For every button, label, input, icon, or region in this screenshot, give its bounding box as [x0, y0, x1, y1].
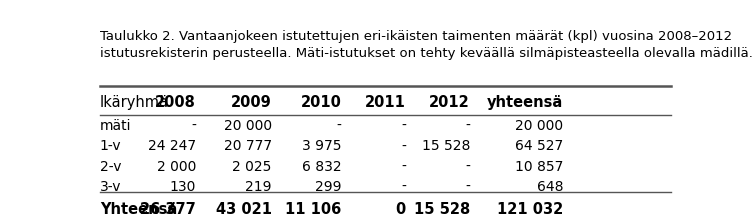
Text: 2 025: 2 025 — [232, 160, 271, 174]
Text: -: - — [465, 180, 470, 194]
Text: 64 527: 64 527 — [515, 139, 563, 154]
Text: 121 032: 121 032 — [497, 202, 563, 217]
Text: 2011: 2011 — [365, 95, 406, 110]
Text: mäti: mäti — [100, 119, 132, 133]
Text: 219: 219 — [245, 180, 271, 194]
Text: -: - — [401, 139, 406, 154]
Text: Ikäryhmä: Ikäryhmä — [100, 95, 169, 110]
Text: -: - — [401, 180, 406, 194]
Text: 15 528: 15 528 — [414, 202, 470, 217]
Text: 3-v: 3-v — [100, 180, 121, 194]
Text: 20 777: 20 777 — [223, 139, 271, 154]
Text: 1-v: 1-v — [100, 139, 122, 154]
Text: 2009: 2009 — [231, 95, 271, 110]
Text: 3 975: 3 975 — [302, 139, 341, 154]
Text: Taulukko 2. Vantaanjokeen istutettujen eri-ikäisten taimenten määrät (kpl) vuosi: Taulukko 2. Vantaanjokeen istutettujen e… — [100, 30, 752, 60]
Text: 26 377: 26 377 — [140, 202, 196, 217]
Text: 130: 130 — [170, 180, 196, 194]
Text: 24 247: 24 247 — [148, 139, 196, 154]
Text: 20 000: 20 000 — [515, 119, 563, 133]
Text: 2 000: 2 000 — [156, 160, 196, 174]
Text: 6 832: 6 832 — [302, 160, 341, 174]
Text: 0: 0 — [396, 202, 406, 217]
Text: -: - — [465, 160, 470, 174]
Text: 43 021: 43 021 — [216, 202, 271, 217]
Text: -: - — [401, 119, 406, 133]
Text: yhteensä: yhteensä — [487, 95, 563, 110]
Text: 10 857: 10 857 — [515, 160, 563, 174]
Text: 15 528: 15 528 — [422, 139, 470, 154]
Text: 2012: 2012 — [429, 95, 470, 110]
Text: -: - — [337, 119, 341, 133]
Text: 299: 299 — [315, 180, 341, 194]
Text: 648: 648 — [537, 180, 563, 194]
Text: 20 000: 20 000 — [223, 119, 271, 133]
Text: 2-v: 2-v — [100, 160, 121, 174]
Text: Yhteensä: Yhteensä — [100, 202, 177, 217]
Text: 2008: 2008 — [155, 95, 196, 110]
Text: -: - — [401, 160, 406, 174]
Text: 2010: 2010 — [301, 95, 341, 110]
Text: 11 106: 11 106 — [286, 202, 341, 217]
Text: -: - — [191, 119, 196, 133]
Text: -: - — [465, 119, 470, 133]
